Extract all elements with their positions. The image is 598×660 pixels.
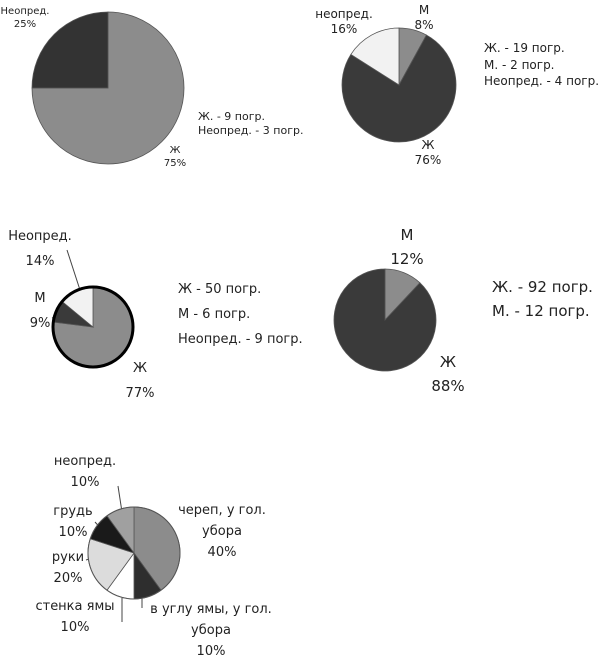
slice-label: в углу ямы, у гол. убора 10%	[136, 599, 286, 660]
note: Ж. - 9 погр.	[198, 110, 265, 123]
note: Неопред. - 4 погр.	[484, 74, 598, 88]
slice-label: Ж 88%	[423, 350, 473, 398]
percent-label: 10%	[196, 644, 226, 659]
leader-line	[117, 485, 123, 513]
category-name: неопред.	[315, 7, 373, 21]
category-name: Ж	[169, 145, 181, 156]
category-name: Ж	[132, 361, 147, 376]
percent-label: 77%	[125, 386, 155, 401]
slice-label: М 8%	[404, 3, 444, 33]
percent-label: 14%	[25, 254, 55, 269]
note: М. - 12 погр.	[492, 302, 590, 320]
slice-label: Ж 75%	[145, 144, 205, 170]
percent-label: 12%	[390, 250, 424, 268]
slice-label: М 9%	[20, 286, 60, 336]
slice-label: неопред. 10%	[50, 451, 120, 493]
percent-label: 8%	[414, 18, 434, 32]
note: М - 6 погр.	[178, 307, 251, 322]
category-name: М	[418, 3, 430, 17]
category-name: М	[34, 291, 46, 306]
pie-outline	[87, 506, 181, 600]
percent-label: 75%	[163, 158, 187, 169]
note: Ж - 50 погр.	[178, 282, 262, 297]
note: Неопред. - 3 погр.	[198, 124, 304, 137]
pie-slice	[31, 11, 185, 165]
note: Неопред. - 9 погр.	[178, 332, 303, 347]
leader-line	[66, 249, 81, 291]
slice-label: череп, у гол. убора 40%	[167, 500, 277, 563]
category-name: Ж	[439, 353, 457, 371]
slice-label: неопред. 16%	[304, 7, 384, 37]
category-name: неопред.	[53, 454, 117, 469]
note: Ж. - 19 погр.	[484, 41, 565, 55]
slice-label: М 12%	[382, 223, 432, 271]
category-name: грудь	[53, 504, 93, 519]
slice-label: стенка ямы 10%	[25, 596, 125, 638]
slice-label: руки 20%	[38, 547, 98, 589]
percent-label: 10%	[70, 475, 100, 490]
percent-label: 76%	[414, 153, 442, 167]
percent-label: 10%	[60, 620, 90, 635]
slice-label: Неопред. 14%	[0, 224, 80, 274]
percent-label: 88%	[431, 377, 465, 395]
category-name: в углу ямы, у гол. убора	[150, 602, 272, 638]
category-name: Ж	[421, 138, 435, 152]
percent-label: 20%	[53, 571, 83, 586]
slice-label: грудь 10%	[43, 501, 103, 543]
category-name: Неопред.	[8, 229, 72, 244]
note: Ж. - 92 погр.	[492, 278, 593, 296]
category-name: руки	[51, 550, 85, 565]
category-name: череп, у гол. убора	[178, 503, 266, 539]
category-name: М	[400, 226, 414, 244]
slice-label: Неопред. 25%	[0, 5, 60, 31]
pie-slice	[31, 11, 109, 89]
percent-label: 10%	[58, 525, 88, 540]
pie-slice	[350, 27, 400, 86]
note: М. - 2 погр.	[484, 58, 555, 72]
percent-label: 40%	[207, 545, 237, 560]
category-name: Неопред.	[0, 6, 50, 17]
percent-label: 25%	[13, 19, 37, 30]
percent-label: 16%	[330, 22, 358, 36]
pie-slice	[333, 268, 437, 372]
category-name: стенка ямы	[35, 599, 115, 614]
pie-slice	[341, 34, 457, 143]
slice-label: Ж 76%	[403, 138, 453, 168]
pie-outline	[51, 285, 135, 369]
slice-label: Ж 77%	[115, 356, 165, 406]
percent-label: 9%	[29, 316, 51, 331]
